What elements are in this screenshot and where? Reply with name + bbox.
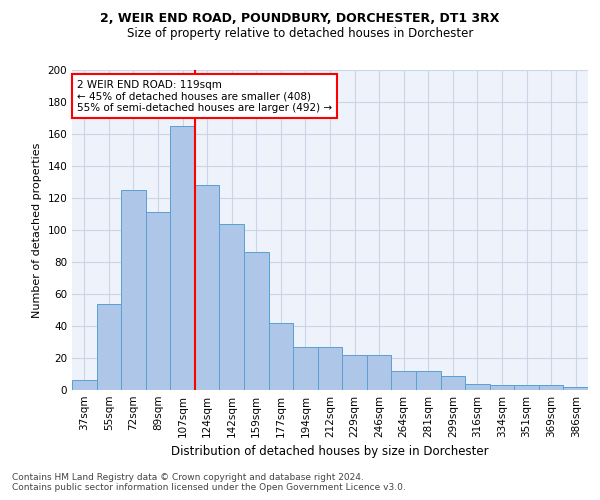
- Bar: [342, 355, 367, 390]
- Bar: [293, 347, 318, 390]
- Bar: [416, 371, 440, 390]
- Text: 2 WEIR END ROAD: 119sqm
← 45% of detached houses are smaller (408)
55% of semi-d: 2 WEIR END ROAD: 119sqm ← 45% of detache…: [77, 80, 332, 113]
- Bar: [269, 323, 293, 390]
- Bar: [465, 384, 490, 390]
- Bar: [539, 385, 563, 390]
- Bar: [514, 385, 539, 390]
- Bar: [563, 387, 588, 390]
- Bar: [367, 355, 391, 390]
- Bar: [121, 190, 146, 390]
- Text: Contains public sector information licensed under the Open Government Licence v3: Contains public sector information licen…: [12, 484, 406, 492]
- Y-axis label: Number of detached properties: Number of detached properties: [32, 142, 42, 318]
- Bar: [318, 347, 342, 390]
- Bar: [440, 376, 465, 390]
- Bar: [220, 224, 244, 390]
- Bar: [490, 385, 514, 390]
- Bar: [72, 380, 97, 390]
- Bar: [195, 185, 220, 390]
- Bar: [244, 252, 269, 390]
- X-axis label: Distribution of detached houses by size in Dorchester: Distribution of detached houses by size …: [171, 446, 489, 458]
- Bar: [146, 212, 170, 390]
- Bar: [97, 304, 121, 390]
- Bar: [391, 371, 416, 390]
- Text: Contains HM Land Registry data © Crown copyright and database right 2024.: Contains HM Land Registry data © Crown c…: [12, 474, 364, 482]
- Text: 2, WEIR END ROAD, POUNDBURY, DORCHESTER, DT1 3RX: 2, WEIR END ROAD, POUNDBURY, DORCHESTER,…: [100, 12, 500, 26]
- Bar: [170, 126, 195, 390]
- Text: Size of property relative to detached houses in Dorchester: Size of property relative to detached ho…: [127, 28, 473, 40]
